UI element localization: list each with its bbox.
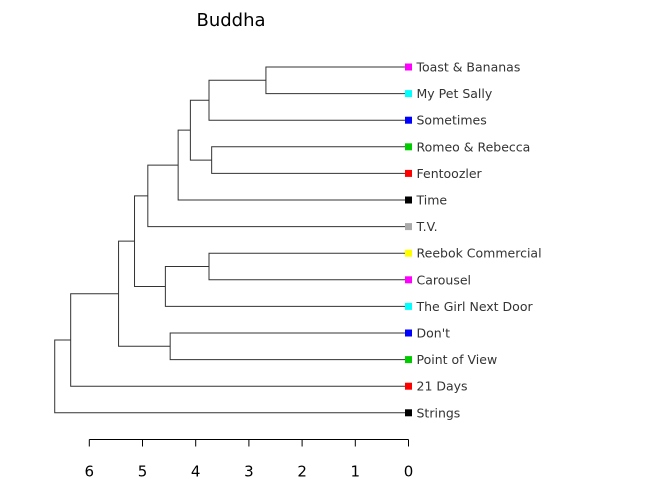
leaf-label: Toast & Bananas [416, 60, 521, 75]
dendrogram-branch [169, 332, 409, 361]
leaf-label: Reebok Commercial [417, 246, 542, 261]
leaf-label: The Girl Next Door [416, 299, 534, 314]
leaf-marker [405, 90, 412, 98]
dendrogram-branch [265, 66, 409, 95]
leaf-group: Toast & Bananas My Pet Sally Sometimes Rome… [405, 60, 542, 420]
leaf-label: 21 Days [417, 379, 468, 394]
leaf-label: My Pet Sally [417, 86, 493, 101]
leaf-label: Time [416, 193, 448, 208]
leaf-label: Romeo & Rebecca [417, 139, 531, 154]
leaf-marker [405, 276, 412, 284]
dendrogram-branch [208, 79, 409, 121]
chart-title: Buddha [196, 10, 265, 31]
leaf-label: Sometimes [417, 113, 487, 128]
leaf-label: Fentoozler [417, 166, 483, 181]
dendrogram-branches [54, 66, 409, 414]
dendrogram-branch [208, 252, 409, 281]
leaf-marker [405, 169, 412, 177]
dendrogram-branch [54, 339, 409, 414]
dendrogram-branch [189, 99, 212, 161]
leaf-marker [405, 409, 412, 417]
leaf-label: Carousel [417, 272, 472, 287]
dendrogram-branch [177, 129, 409, 201]
x-axis: 6 5 4 3 2 1 0 [85, 439, 414, 479]
x-tick-label: 1 [351, 463, 361, 479]
x-tick-label: 4 [191, 463, 201, 479]
leaf-label: T.V. [416, 219, 438, 234]
dendrogram-branch [147, 164, 409, 228]
x-tick-label: 6 [85, 463, 95, 479]
dendrogram-branch [211, 146, 409, 174]
leaf-marker [405, 302, 412, 310]
x-tick-label: 3 [244, 463, 254, 479]
x-tick-label: 5 [138, 463, 148, 479]
leaf-marker [405, 116, 412, 124]
x-tick-label: 2 [297, 463, 307, 479]
dendrogram-branch [164, 266, 409, 307]
leaf-marker [405, 63, 412, 71]
leaf-marker [405, 329, 412, 337]
leaf-marker [405, 223, 412, 231]
leaf-label: Don't [417, 326, 451, 341]
dendrogram-branch [134, 195, 166, 287]
x-axis-ticks: 6 5 4 3 2 1 0 [85, 439, 414, 479]
dendrogram-branch [70, 293, 409, 387]
leaf-label: Point of View [417, 352, 498, 367]
leaf-marker [405, 196, 412, 204]
leaf-marker [405, 356, 412, 364]
dendrogram-branch [118, 240, 171, 347]
x-tick-label: 0 [404, 463, 414, 479]
leaf-marker [405, 143, 412, 151]
leaf-marker [405, 382, 412, 390]
leaf-marker [405, 249, 412, 257]
leaf-label: Strings [417, 405, 461, 420]
